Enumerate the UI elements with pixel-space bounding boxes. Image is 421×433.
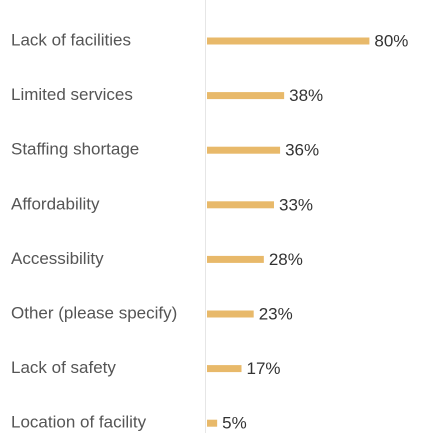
bar (207, 146, 281, 154)
category-label: Staffing shortage (11, 140, 139, 159)
bar (207, 92, 285, 100)
bar (207, 419, 218, 427)
category-label: Limited services (11, 85, 133, 104)
value-label: 38% (289, 86, 323, 105)
value-label: 36% (285, 141, 319, 160)
value-label: 28% (269, 250, 303, 269)
category-label: Affordability (11, 194, 100, 213)
category-label: Lack of facilities (11, 30, 131, 49)
category-label: Location of facility (11, 413, 147, 432)
value-label: 33% (279, 195, 313, 214)
category-label: Other (please specify) (11, 303, 177, 322)
bar (207, 255, 264, 263)
value-label: 23% (259, 304, 293, 323)
bar (207, 37, 370, 45)
bar (207, 310, 254, 318)
category-label: Accessibility (11, 249, 104, 268)
value-label: 17% (247, 359, 281, 378)
value-label: 80% (374, 31, 408, 50)
value-label: 5% (222, 414, 247, 433)
bar (207, 201, 274, 209)
category-label: Lack of safety (11, 358, 116, 377)
bar (207, 365, 242, 373)
